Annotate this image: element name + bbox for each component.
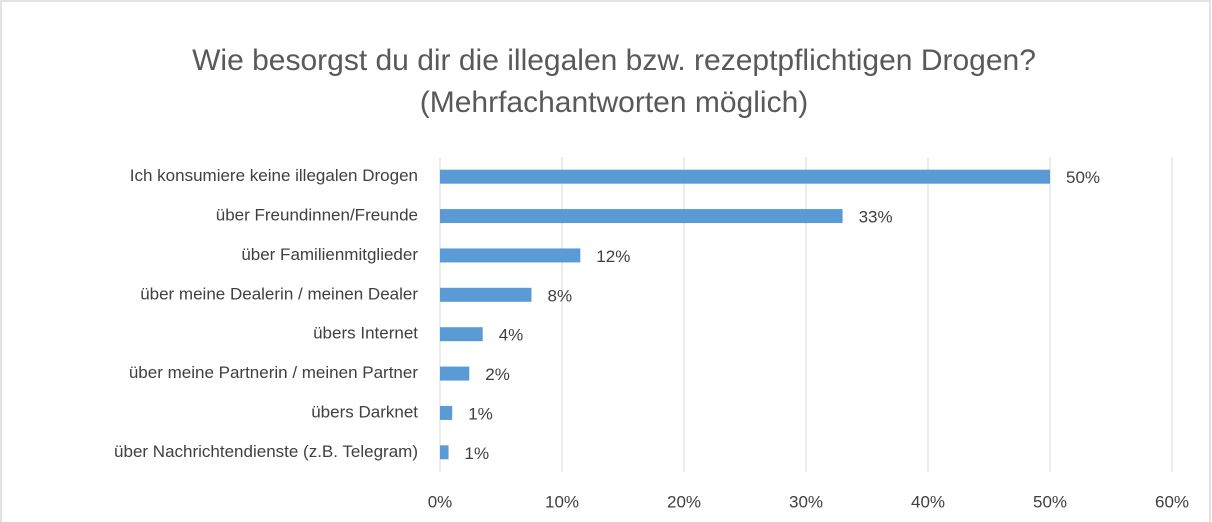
bar	[440, 405, 453, 420]
x-tick-label: 50%	[1033, 492, 1067, 511]
bar	[440, 169, 1050, 184]
bar	[440, 248, 581, 263]
y-tick-label: über Freundinnen/Freunde	[216, 206, 418, 225]
value-label: 8%	[548, 286, 573, 305]
y-tick-label: über meine Partnerin / meinen Partner	[129, 363, 418, 382]
y-tick-label: über meine Dealerin / meinen Dealer	[140, 284, 418, 303]
value-label: 33%	[859, 208, 893, 227]
x-tick-label: 30%	[789, 492, 823, 511]
y-tick-label: über Nachrichtendienste (z.B. Telegram)	[114, 442, 418, 461]
bar	[440, 327, 483, 342]
bar	[440, 445, 449, 460]
x-tick-label: 60%	[1155, 492, 1189, 511]
y-tick-label: über Familienmitglieder	[241, 245, 418, 264]
chart-title: Wie besorgst du dir die illegalen bzw. r…	[192, 44, 1036, 119]
bar	[440, 209, 843, 224]
x-tick-label: 20%	[667, 492, 701, 511]
x-tick-label: 40%	[911, 492, 945, 511]
value-label: 1%	[465, 444, 490, 463]
y-tick-label: übers Darknet	[311, 402, 418, 421]
y-tick-label: übers Internet	[313, 324, 418, 343]
value-label: 4%	[499, 326, 524, 345]
bar	[440, 366, 470, 381]
value-label: 12%	[596, 247, 630, 266]
value-label: 50%	[1066, 168, 1100, 187]
y-tick-label: Ich konsumiere keine illegalen Drogen	[130, 166, 418, 185]
value-label: 2%	[485, 365, 510, 384]
value-label: 1%	[468, 404, 493, 423]
x-tick-label: 0%	[428, 492, 453, 511]
bar	[440, 287, 532, 302]
x-tick-label: 10%	[545, 492, 579, 511]
